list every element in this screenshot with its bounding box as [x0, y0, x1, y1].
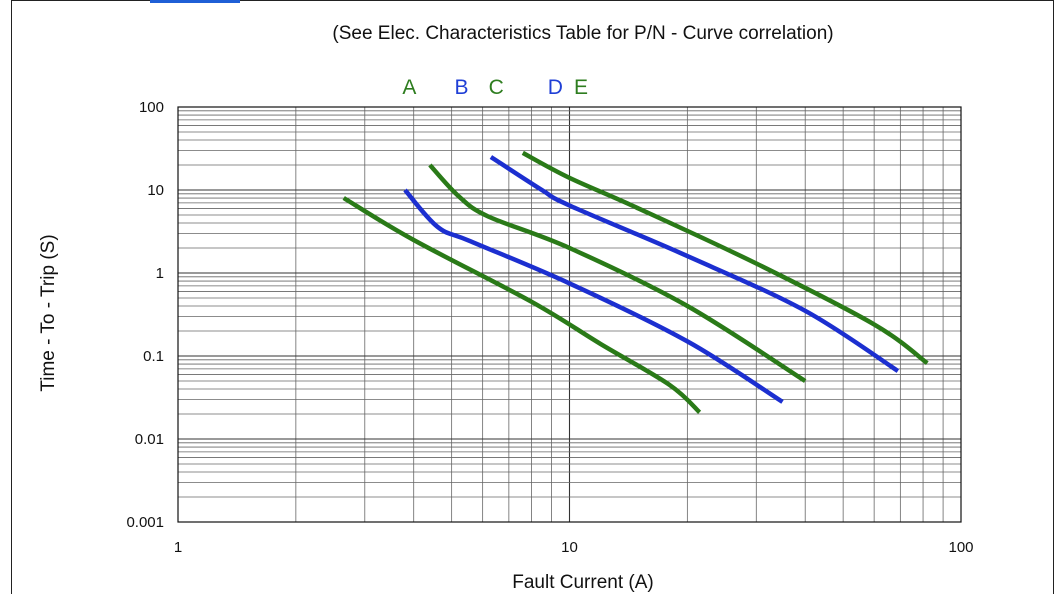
series-line — [489, 155, 900, 373]
curve-letter: D — [548, 76, 563, 99]
chart-caption: (See Elec. Characteristics Table for P/N… — [332, 23, 833, 44]
chart-frame — [11, 0, 1054, 594]
series-line — [403, 188, 784, 404]
curve-letter: E — [574, 76, 588, 99]
x-tick-label: 1 — [174, 539, 182, 556]
plot-border — [177, 106, 962, 523]
y-tick-label: 1 — [156, 265, 164, 282]
x-axis-title: Fault Current (A) — [512, 572, 653, 593]
y-tick-label: 100 — [139, 99, 164, 116]
series-line — [521, 150, 929, 366]
grid — [178, 107, 961, 522]
series-line — [428, 163, 807, 383]
x-tick-label: 100 — [948, 539, 973, 556]
curve-letter: A — [402, 76, 416, 99]
y-tick-label: 0.001 — [126, 514, 164, 531]
y-axis-title: Time - To - Trip (S) — [38, 234, 59, 391]
series-lines — [342, 150, 929, 414]
x-tick-labels: 1 10 100 — [174, 539, 974, 556]
y-tick-label: 0.01 — [135, 431, 164, 448]
y-tick-label: 0.1 — [143, 348, 164, 365]
curve-letter: B — [455, 76, 469, 99]
series-line — [342, 196, 702, 414]
curve-letter: C — [489, 76, 504, 99]
x-tick-label: 10 — [561, 539, 578, 556]
y-tick-label: 10 — [147, 182, 164, 199]
top-edge-mark — [150, 0, 240, 3]
y-tick-labels: 0.001 0.01 0.1 1 10 100 — [126, 99, 164, 531]
